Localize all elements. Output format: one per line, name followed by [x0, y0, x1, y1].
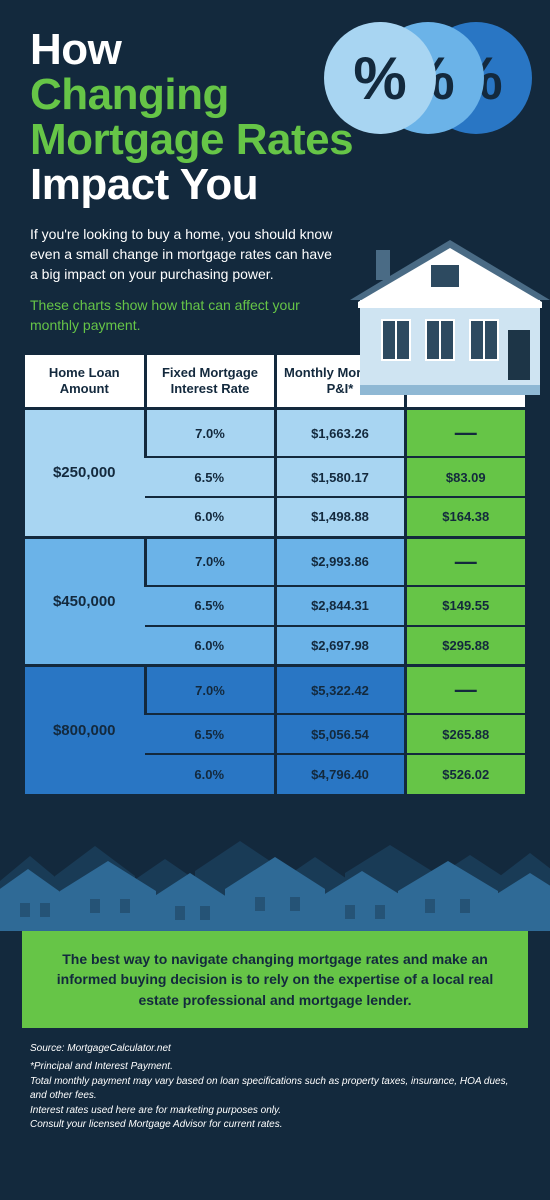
loan-amount-cell: $450,000: [25, 537, 145, 666]
conclusion-box: The best way to navigate changing mortga…: [22, 931, 528, 1028]
title-line: How: [30, 25, 121, 74]
subintro-text: These charts show how that can affect yo…: [30, 296, 330, 335]
mortgage-table: Home Loan Amount Fixed Mortgage Interest…: [22, 352, 528, 798]
diff-cell: $149.55: [405, 586, 525, 626]
footnote-line: Consult your licensed Mortgage Advisor f…: [30, 1118, 520, 1133]
footnote-line: Total monthly payment may vary based on …: [30, 1075, 520, 1104]
footnote-line: Interest rates used here are for marketi…: [30, 1104, 520, 1119]
diff-cell: —: [405, 409, 525, 458]
rate-cell: 7.0%: [145, 409, 275, 458]
percent-icon-stack: % % %: [322, 22, 532, 142]
payment-cell: $2,993.86: [275, 537, 405, 586]
payment-cell: $1,498.88: [275, 497, 405, 537]
payment-cell: $2,697.98: [275, 626, 405, 666]
diff-cell: $164.38: [405, 497, 525, 537]
loan-amount-cell: $800,000: [25, 666, 145, 795]
col-header-rate: Fixed Mortgage Interest Rate: [145, 355, 275, 409]
rate-cell: 6.5%: [145, 457, 275, 497]
percent-icon: %: [324, 22, 436, 134]
table-row: $250,000 7.0% $1,663.26 —: [25, 409, 525, 458]
diff-cell: $526.02: [405, 754, 525, 794]
table-row: $450,000 7.0% $2,993.86 —: [25, 537, 525, 586]
title-line: Impact You: [30, 160, 258, 209]
payment-cell: $1,580.17: [275, 457, 405, 497]
loan-amount-cell: $250,000: [25, 409, 145, 538]
rate-cell: 6.0%: [145, 497, 275, 537]
footnote-line: *Principal and Interest Payment.: [30, 1060, 520, 1075]
rate-cell: 7.0%: [145, 537, 275, 586]
diff-cell: $295.88: [405, 626, 525, 666]
title-line-accent: Mortgage Rates: [30, 115, 353, 164]
payment-cell: $4,796.40: [275, 754, 405, 794]
rate-cell: 6.5%: [145, 586, 275, 626]
source-line: Source: MortgageCalculator.net: [30, 1042, 520, 1057]
rate-cell: 6.5%: [145, 714, 275, 754]
col-header-loan: Home Loan Amount: [25, 355, 145, 409]
house-illustration: [330, 230, 550, 400]
diff-cell: —: [405, 537, 525, 586]
rate-cell: 6.0%: [145, 754, 275, 794]
header: % % % How Changing Mortgage Rates Impact…: [0, 0, 550, 336]
diff-cell: $83.09: [405, 457, 525, 497]
payment-cell: $2,844.31: [275, 586, 405, 626]
diff-cell: $265.88: [405, 714, 525, 754]
title-line-accent: Changing: [30, 70, 229, 119]
rate-cell: 7.0%: [145, 666, 275, 715]
table-row: $800,000 7.0% $5,322.42 —: [25, 666, 525, 715]
rate-cell: 6.0%: [145, 626, 275, 666]
payment-cell: $1,663.26: [275, 409, 405, 458]
diff-cell: —: [405, 666, 525, 715]
payment-cell: $5,056.54: [275, 714, 405, 754]
payment-cell: $5,322.42: [275, 666, 405, 715]
footnotes: Source: MortgageCalculator.net *Principa…: [30, 1042, 520, 1133]
intro-text: If you're looking to buy a home, you sho…: [30, 224, 340, 285]
table-body: $250,000 7.0% $1,663.26 — 6.5% $1,580.17…: [25, 409, 525, 795]
houses-skyline-illustration: [0, 821, 550, 931]
